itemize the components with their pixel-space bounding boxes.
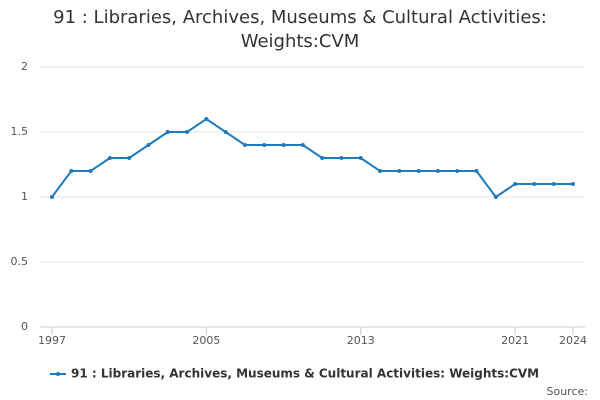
y-tick-label: 0.5 <box>11 255 29 268</box>
point <box>300 143 305 147</box>
point <box>320 156 325 160</box>
y-tick-label: 1.5 <box>11 125 29 138</box>
x-tick-label: 2024 <box>559 334 587 347</box>
point <box>204 117 209 121</box>
y-tick-label: 0 <box>21 320 28 333</box>
point <box>493 195 498 199</box>
point <box>551 182 556 186</box>
y-tick-label: 1 <box>21 190 28 203</box>
point <box>455 169 460 173</box>
point <box>397 169 402 173</box>
x-tick-label: 2005 <box>192 334 220 347</box>
point <box>50 195 54 199</box>
point <box>127 156 132 160</box>
point <box>262 143 267 147</box>
point <box>339 156 344 160</box>
legend-label: 91 : Libraries, Archives, Museums & Cult… <box>71 367 539 381</box>
point <box>242 143 247 147</box>
point <box>358 156 363 160</box>
point <box>223 130 228 134</box>
point <box>165 130 170 134</box>
point <box>513 182 518 186</box>
series-line <box>51 117 573 199</box>
point <box>571 182 575 186</box>
point <box>185 130 190 134</box>
point <box>69 169 74 173</box>
point <box>88 169 93 173</box>
point <box>474 169 479 173</box>
x-tick-label: 2021 <box>501 334 529 347</box>
source: Source: <box>547 385 589 398</box>
point <box>146 143 151 147</box>
y-tick-label: 2 <box>21 60 28 73</box>
legend-marker <box>56 372 60 376</box>
x-tick-label: 1997 <box>38 334 66 347</box>
point <box>378 169 383 173</box>
point <box>281 143 286 147</box>
point <box>532 182 537 186</box>
chart-title: 91 : Libraries, Archives, Museums & Cult… <box>53 7 547 52</box>
point <box>416 169 421 173</box>
point <box>107 156 112 160</box>
x-tick-label: 2013 <box>347 334 375 347</box>
point <box>435 169 440 173</box>
